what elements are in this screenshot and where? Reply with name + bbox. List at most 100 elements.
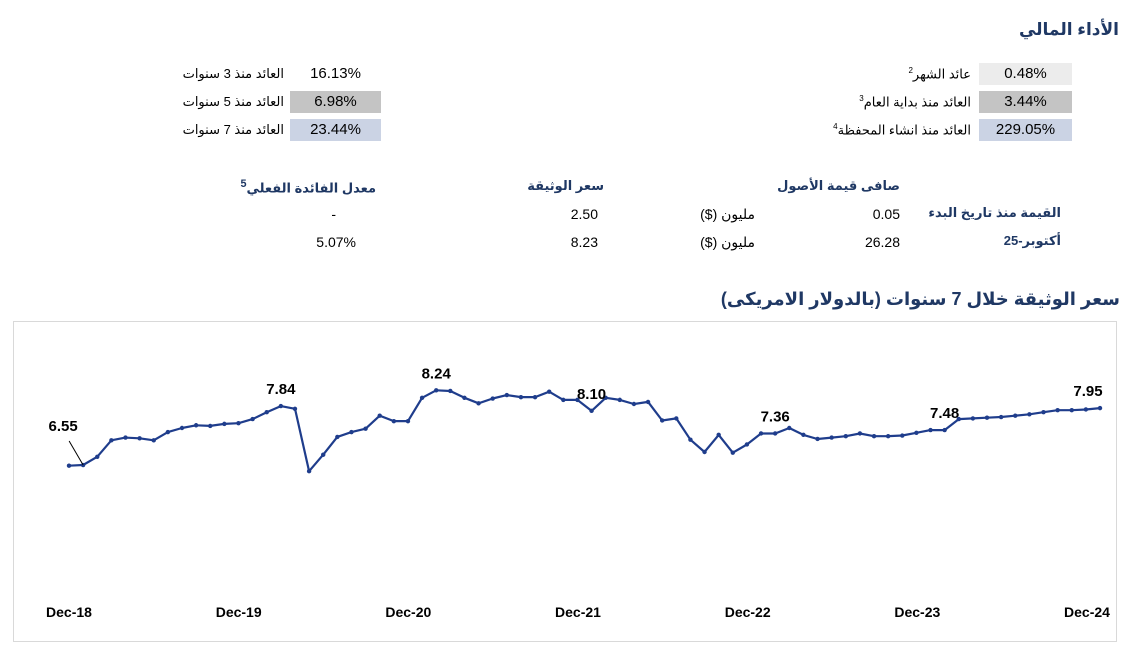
- data-point: [222, 421, 227, 427]
- unit-price-header: سعر الوثيقة: [527, 178, 604, 193]
- data-point: [1027, 412, 1032, 417]
- return-month-label: عائد الشهر2: [908, 66, 971, 82]
- x-tick-label: Dec-19: [216, 604, 262, 620]
- data-point: [405, 418, 411, 424]
- x-tick-label: Dec-18: [46, 604, 92, 620]
- chart-frame: 6.55 7.84 8.24 8.10 7.36 7.48 7.95 Dec-18 Dec-19…: [13, 321, 1117, 642]
- data-point: [956, 416, 961, 422]
- data-point: [702, 449, 707, 455]
- data-point: [843, 434, 848, 439]
- data-point: [787, 425, 792, 431]
- data-point: [631, 401, 637, 407]
- inception-unit: مليون ($): [700, 206, 755, 222]
- x-tick-label: Dec-22: [725, 604, 771, 620]
- return-7y-value: 23.44%: [290, 119, 381, 141]
- current-unit: مليون ($): [700, 234, 755, 250]
- data-point: [617, 397, 623, 403]
- return-inception-label: العائد منذ انشاء المحفظة4: [833, 122, 971, 138]
- data-label: 8.10: [577, 386, 606, 403]
- price-line-chart: 6.55 7.84 8.24 8.10 7.36 7.48 7.95 Dec-18 Dec-19…: [46, 365, 1110, 620]
- data-point: [462, 395, 467, 401]
- data-point: [900, 433, 905, 438]
- return-5y-value: 6.98%: [290, 91, 381, 113]
- data-point: [659, 418, 665, 423]
- return-ytd-value: 3.44%: [979, 91, 1072, 113]
- data-label: 7.36: [761, 408, 790, 425]
- data-point: [66, 463, 72, 468]
- data-point: [603, 395, 608, 401]
- data-point: [193, 423, 199, 428]
- x-tick-label: Dec-23: [894, 604, 940, 620]
- current-row-label: أكتوبر-25: [1003, 233, 1061, 248]
- data-point: [264, 410, 269, 415]
- data-point: [321, 452, 326, 457]
- data-point: [589, 408, 594, 414]
- performance-title: الأداء المالي: [1018, 20, 1119, 39]
- data-point: [448, 388, 453, 394]
- data-point: [363, 426, 368, 431]
- effective-rate-header: معدل الفائدة الفعلي5: [240, 178, 376, 196]
- data-label: 6.55: [49, 418, 78, 435]
- data-point: [137, 436, 142, 441]
- data-point: [109, 438, 114, 443]
- data-point: [377, 413, 382, 418]
- data-point: [532, 394, 538, 400]
- data-point: [815, 436, 820, 442]
- data-point: [674, 416, 679, 421]
- return-3y-label: العائد منذ 3 سنوات: [182, 66, 284, 81]
- data-point: [998, 414, 1004, 420]
- data-point: [575, 397, 580, 403]
- data-point: [504, 392, 510, 398]
- data-point: [758, 431, 764, 436]
- data-point: [645, 399, 651, 405]
- x-tick-label: Dec-24: [1064, 604, 1110, 620]
- data-point: [885, 434, 891, 439]
- data-point: [914, 430, 919, 435]
- data-point: [518, 394, 524, 400]
- data-point: [546, 389, 552, 394]
- data-point: [391, 418, 397, 424]
- return-3y-value: 16.13%: [310, 65, 361, 82]
- nav-header: صافى قيمة الأصول: [777, 178, 900, 193]
- chart-title: سعر الوثيقة خلال 7 سنوات (بالدولار الامر…: [720, 289, 1120, 309]
- data-point: [984, 415, 990, 420]
- data-point: [335, 434, 340, 440]
- data-point: [801, 432, 806, 438]
- data-point: [490, 396, 495, 401]
- data-point: [829, 435, 834, 440]
- inception-price: 2.50: [570, 206, 598, 222]
- data-point: [688, 437, 693, 442]
- data-point: [123, 435, 128, 440]
- data-point: [716, 432, 721, 438]
- data-point: [434, 388, 439, 393]
- data-label: 7.84: [266, 381, 296, 398]
- series-line: [68, 389, 1101, 473]
- data-point: [349, 429, 354, 435]
- data-point: [250, 416, 255, 422]
- return-7y-label: العائد منذ 7 سنوات: [182, 122, 284, 137]
- current-price: 8.23: [570, 234, 598, 250]
- data-point: [561, 397, 566, 403]
- annotation-leader: [68, 440, 84, 466]
- return-ytd-label: العائد منذ بداية العام3: [859, 94, 971, 110]
- data-point: [208, 423, 213, 429]
- data-point: [970, 416, 976, 421]
- x-tick-label: Dec-20: [385, 604, 431, 620]
- data-point: [871, 434, 877, 439]
- data-point: [306, 469, 312, 474]
- data-point: [928, 427, 933, 433]
- data-point: [292, 406, 298, 411]
- data-point: [1083, 407, 1089, 412]
- data-point: [1069, 407, 1074, 413]
- current-rate: 5.07%: [316, 234, 356, 250]
- data-point: [1055, 407, 1060, 413]
- data-point: [942, 427, 947, 433]
- data-point: [1041, 410, 1046, 415]
- data-point: [857, 431, 863, 436]
- data-point: [151, 438, 156, 443]
- data-point: [772, 431, 778, 436]
- inception-nav: 0.05: [872, 206, 900, 222]
- data-point: [476, 401, 481, 406]
- current-nav: 26.28: [864, 234, 900, 250]
- data-label: 7.48: [930, 405, 959, 422]
